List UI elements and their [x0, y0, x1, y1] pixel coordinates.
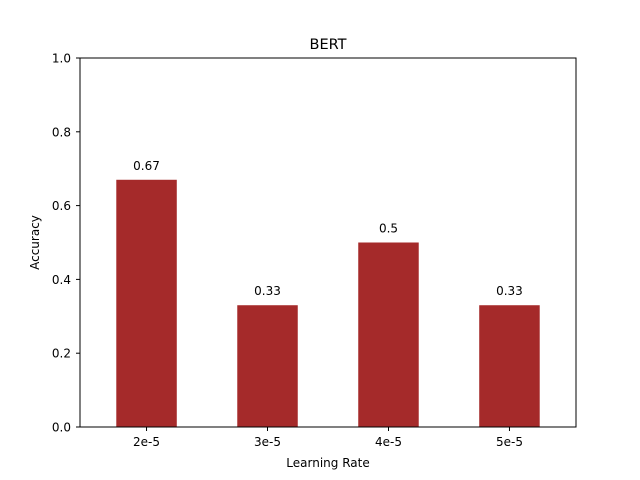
y-tick-label: 0.8: [52, 125, 71, 139]
y-tick-label: 0.0: [52, 421, 71, 435]
x-tick-label: 2e-5: [133, 435, 160, 449]
data-label-5e-5: 0.33: [496, 284, 523, 298]
data-label-2e-5: 0.67: [133, 159, 160, 173]
bar-4e-5: [358, 242, 419, 427]
y-tick-label: 0.2: [52, 347, 71, 361]
x-axis-label: Learning Rate: [286, 456, 369, 470]
y-axis-label: Accuracy: [28, 215, 42, 270]
x-tick-label: 4e-5: [375, 435, 402, 449]
data-labels-group: 0.67 0.33 0.5 0.33: [133, 159, 523, 298]
bar-5e-5: [479, 305, 540, 427]
bar-3e-5: [237, 305, 298, 427]
chart-title: BERT: [310, 37, 347, 53]
y-tick-label: 0.6: [52, 199, 71, 213]
y-tick-label: 1.0: [52, 52, 71, 66]
x-tick-label: 5e-5: [496, 435, 523, 449]
bar-2e-5: [116, 179, 177, 427]
x-tick-label: 3e-5: [254, 435, 281, 449]
bars-group: [116, 179, 540, 427]
y-axis: 0.0 0.2 0.4 0.6 0.8 1.0: [52, 52, 80, 435]
data-label-4e-5: 0.5: [379, 222, 398, 236]
x-axis: 2e-5 3e-5 4e-5 5e-5: [133, 427, 523, 449]
data-label-3e-5: 0.33: [254, 284, 281, 298]
plot-frame: [79, 57, 577, 428]
y-tick-label: 0.4: [52, 273, 71, 287]
